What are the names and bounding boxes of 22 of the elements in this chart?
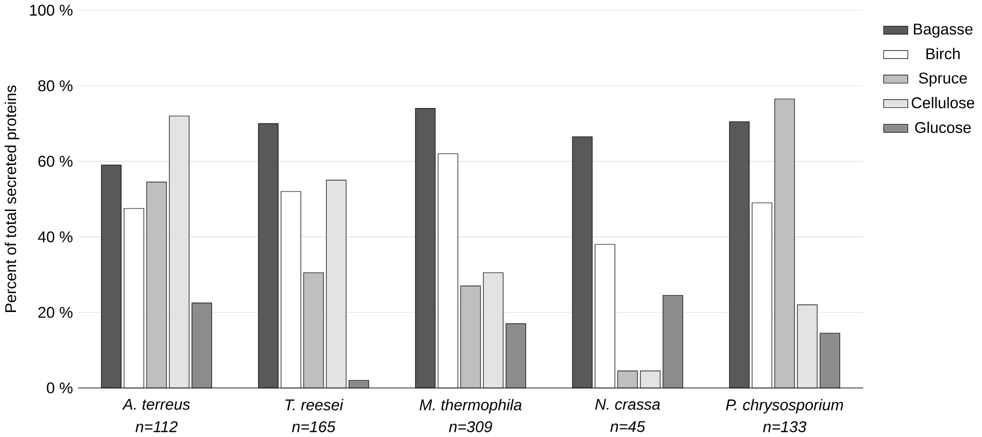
legend-label: Bagasse (914, 24, 973, 38)
text: n=112 (136, 421, 178, 432)
text: n=309 (449, 421, 492, 432)
legend-label: Glucose (915, 122, 971, 134)
y-tick-label: 60 % (38, 156, 72, 167)
y-tick-label: 0 % (46, 382, 72, 394)
legend-label: Cellulose (912, 96, 974, 108)
legend-label: Spruce (918, 72, 967, 87)
y-tick-label: 80 % (38, 80, 72, 92)
legend-label: Birch (926, 48, 960, 60)
y-tick-label: 20 % (38, 306, 72, 318)
x-tick-label: M. thermophila (420, 398, 522, 414)
text: n=45 (610, 421, 646, 432)
y-tick-label: 100 % (30, 4, 72, 16)
x-tick-label: A. terreus (122, 398, 190, 410)
text: n=133 (763, 421, 806, 432)
x-tick-label: N. crassa (595, 398, 660, 410)
x-tick-label: T. reesei (285, 398, 344, 410)
x-tick-label: P. chrysosporium (726, 398, 843, 414)
y-tick-label: 40 % (38, 231, 72, 242)
text: n=165 (292, 421, 336, 432)
y-axis-title: Percent of total secreted proteins (4, 86, 20, 312)
